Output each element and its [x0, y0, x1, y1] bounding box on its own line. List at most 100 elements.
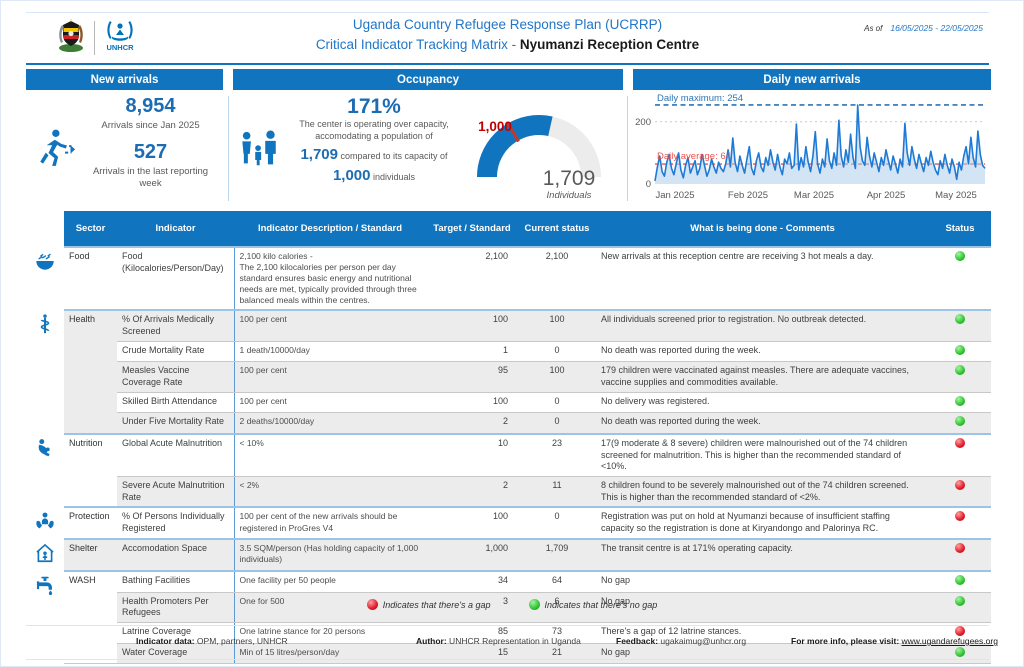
current-status-cell: 100 [518, 361, 596, 393]
comments-cell: No gap [596, 569, 929, 593]
comments-cell: 17(9 moderate & 8 severe) children were … [596, 433, 929, 478]
current-status-cell: 11 [518, 476, 596, 508]
indicator-cell: Health Promoters Per Refugees [117, 592, 234, 623]
status-green-dot [929, 412, 991, 435]
description-cell: 100 per cent [233, 361, 426, 393]
sector-label: Protection [64, 506, 117, 540]
current-status-cell: 64 [518, 569, 596, 593]
col-header-description: Indicator Description / Standard [234, 211, 426, 247]
red-dot-icon [366, 599, 378, 610]
indicator-cell: Water Coverage [117, 643, 234, 665]
x-label-feb: Feb 2025 [728, 190, 768, 201]
footer-more-info: For more info, please visit: www.ugandar… [791, 636, 998, 646]
col-header-sector: Sector [64, 211, 117, 247]
footer-label: Indicator data: [136, 636, 195, 646]
comments-cell: No gap [596, 643, 929, 665]
date-range: 16/05/2025 - 22/05/2025 [890, 23, 983, 33]
report-header: UNHCR Uganda Country Refugee Response Pl… [26, 15, 989, 61]
col-header-indicator: Indicator [117, 211, 234, 247]
description-cell: 100 per cent [233, 392, 426, 414]
daily-arrivals-chart: Daily maximum: 254 Daily average: 64 200… [633, 93, 991, 205]
table-row: Water Coverage Min of 15 litres/person/da… [26, 643, 991, 665]
protection-icon [26, 507, 64, 540]
x-label-jan: Jan 2025 [655, 190, 694, 201]
table-row: Food Food (Kilocalories/Person/Day) 2,100 … [26, 245, 991, 311]
col-header-comments: What is being done - Comments [596, 211, 929, 247]
description-cell: 3.5 SQM/person (Has holding capacity of … [233, 538, 426, 572]
description-cell: 2 deaths/10000/day [233, 412, 426, 435]
legend-no-gap: Indicates that there's no gap [528, 599, 657, 610]
footer-label: For more info, please visit: [791, 636, 902, 646]
green-dot-icon [528, 599, 540, 610]
x-label-mar: Mar 2025 [794, 190, 834, 201]
status-red-dot [929, 538, 991, 572]
occupancy-percent: 171% [347, 95, 401, 118]
panel-separator [228, 96, 229, 201]
green-dot-icon [955, 416, 965, 427]
indicator-cell: Latrine Coverage [117, 622, 234, 644]
subtitle-prefix: Critical Indicator Tracking Matrix - [315, 37, 520, 52]
unhcr-logo: UNHCR [103, 17, 137, 58]
current-status-cell: 1,709 [518, 538, 596, 572]
target-cell: 10 [426, 433, 518, 478]
website-link[interactable]: www.ugandarefugees.org [901, 636, 998, 646]
status-green-dot [929, 592, 991, 623]
green-dot-icon [955, 251, 965, 261]
indicator-cell: Measles Vaccine Coverage Rate [117, 361, 234, 393]
current-status-cell: 21 [518, 643, 596, 665]
sector-label: Shelter [64, 538, 117, 572]
green-dot-icon [955, 574, 965, 585]
weekly-arrivals-caption: Arrivals in the last reporting week [92, 165, 209, 189]
total-arrivals-caption: Arrivals since Jan 2025 [101, 120, 200, 131]
bottom-rule [26, 659, 989, 660]
comments-cell: No death was reported during the week. [596, 412, 929, 435]
green-dot-icon [955, 314, 965, 325]
sector-label: Food [64, 245, 117, 311]
status-green-dot [929, 309, 991, 342]
daily-average-label: Daily average: 64 [657, 151, 731, 162]
panel-separator [627, 96, 628, 201]
current-status-cell: 73 [518, 622, 596, 644]
occupancy-line2: accomodating a population of [315, 130, 433, 141]
report-footer: Indicator data: OPM, partners, UNHCR Aut… [26, 633, 998, 653]
section-divider [26, 63, 989, 65]
status-red-dot [929, 433, 991, 478]
occupancy-line4: individuals [370, 172, 416, 183]
logo-group: UNHCR [56, 17, 137, 58]
comments-cell: There's a gap of 12 latrine stances. [596, 622, 929, 644]
top-rule [26, 12, 989, 13]
status-green-dot [929, 643, 991, 665]
running-person-icon [32, 125, 76, 171]
table-row: Health% Of Arrivals Medically Screened 10… [26, 309, 991, 435]
indicator-cell: Crude Mortality Rate [117, 341, 234, 363]
status-green-dot [929, 361, 991, 393]
comments-cell: No delivery was registered. [596, 392, 929, 414]
population-value: 1,709 [300, 146, 338, 164]
gauge-value-label: 1,709 [543, 167, 596, 190]
green-dot-icon [955, 344, 965, 355]
target-cell: 100 [426, 392, 518, 414]
table-row: Nutrition Global Acute Malnutrition < 10% 1… [26, 433, 991, 508]
table-row: Crude Mortality Rate 1 death/10000/day 1 0 N… [26, 341, 991, 363]
indicator-cell: Accomodation Space [117, 538, 234, 572]
legend-gap-label: Indicates that there's a gap [382, 599, 491, 610]
family-icon [237, 129, 283, 171]
current-status-cell: 0 [518, 412, 596, 435]
icon-gutter-header [26, 211, 64, 247]
y-tick-200: 200 [635, 117, 651, 128]
occupancy-line1: The center is operating over capacity, [299, 119, 449, 129]
indicator-cell: Under Five Mortality Rate [117, 412, 234, 435]
comments-cell: Registration was put on hold at Nyumanzi… [596, 506, 929, 540]
red-dot-icon [955, 543, 965, 554]
description-cell: One for 500 [233, 592, 426, 623]
col-header-status: Status [929, 211, 991, 247]
current-status-cell: 0 [518, 506, 596, 540]
status-green-dot [929, 392, 991, 414]
green-dot-icon [955, 646, 965, 657]
status-green-dot [929, 245, 991, 311]
col-header-target: Target / Standard [426, 211, 518, 247]
capacity-value: 1,000 [332, 167, 371, 185]
indicator-cell: Severe Acute Malnutrition Rate [117, 476, 234, 508]
gauge-target-label: 1,000 [478, 119, 512, 134]
description-cell: Min of 15 litres/person/day [233, 643, 426, 665]
